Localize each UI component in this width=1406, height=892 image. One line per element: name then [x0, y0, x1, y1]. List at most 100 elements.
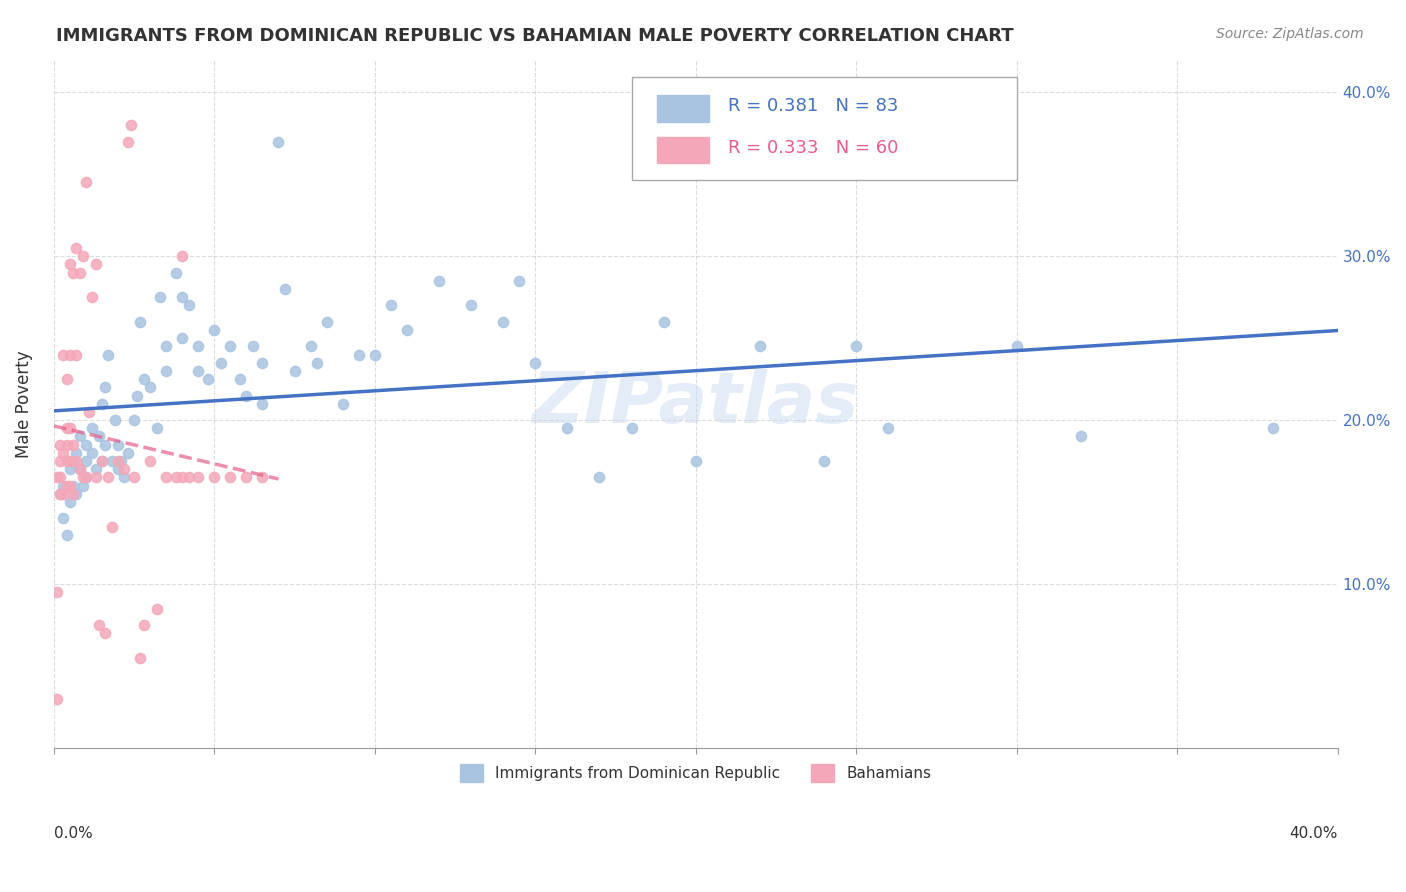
- Point: [59, 454, 82, 468]
- Point: [117, 135, 139, 149]
- Point: [165, 470, 187, 484]
- Point: [122, 413, 145, 427]
- Point: [49, 487, 72, 501]
- Point: [107, 438, 129, 452]
- Point: [97, 347, 120, 361]
- Point: [94, 380, 117, 394]
- Point: [62, 266, 84, 280]
- Point: [155, 364, 177, 378]
- Point: [75, 176, 97, 190]
- Point: [59, 478, 82, 492]
- Point: [52, 446, 75, 460]
- Point: [652, 315, 675, 329]
- Point: [107, 462, 129, 476]
- Point: [332, 397, 354, 411]
- Point: [129, 315, 152, 329]
- Point: [187, 339, 209, 353]
- Text: ZIPatlas: ZIPatlas: [531, 369, 859, 438]
- Point: [1263, 421, 1285, 435]
- Point: [155, 470, 177, 484]
- Point: [82, 446, 104, 460]
- Point: [299, 339, 322, 353]
- FancyBboxPatch shape: [657, 95, 709, 121]
- Point: [229, 372, 252, 386]
- Point: [524, 356, 547, 370]
- Point: [91, 454, 114, 468]
- Text: Source: ZipAtlas.com: Source: ZipAtlas.com: [1216, 27, 1364, 41]
- Point: [315, 315, 337, 329]
- Point: [62, 454, 84, 468]
- Point: [69, 462, 91, 476]
- Point: [59, 462, 82, 476]
- Point: [107, 454, 129, 468]
- Point: [172, 249, 194, 263]
- Point: [65, 454, 87, 468]
- Point: [52, 487, 75, 501]
- Point: [492, 315, 515, 329]
- Point: [49, 487, 72, 501]
- Point: [114, 470, 136, 484]
- Point: [139, 380, 162, 394]
- Point: [49, 454, 72, 468]
- Point: [172, 470, 194, 484]
- Point: [75, 470, 97, 484]
- Y-axis label: Male Poverty: Male Poverty: [15, 350, 32, 458]
- Point: [177, 470, 200, 484]
- Text: R = 0.381   N = 83: R = 0.381 N = 83: [728, 97, 898, 115]
- Point: [69, 462, 91, 476]
- Point: [685, 454, 707, 468]
- Point: [252, 470, 274, 484]
- Point: [197, 372, 219, 386]
- Point: [55, 421, 77, 435]
- Point: [84, 462, 107, 476]
- Point: [55, 478, 77, 492]
- Point: [46, 585, 69, 599]
- Point: [1070, 429, 1092, 443]
- Point: [172, 290, 194, 304]
- Point: [62, 487, 84, 501]
- Point: [59, 421, 82, 435]
- Point: [59, 347, 82, 361]
- Point: [252, 397, 274, 411]
- Point: [114, 462, 136, 476]
- FancyBboxPatch shape: [657, 136, 709, 163]
- Point: [65, 241, 87, 255]
- Point: [55, 372, 77, 386]
- Point: [84, 470, 107, 484]
- Point: [75, 438, 97, 452]
- Point: [274, 282, 297, 296]
- Point: [69, 429, 91, 443]
- Point: [620, 421, 643, 435]
- Point: [94, 626, 117, 640]
- Point: [364, 347, 387, 361]
- Point: [380, 298, 402, 312]
- Point: [132, 618, 155, 632]
- Point: [209, 356, 232, 370]
- Point: [813, 454, 835, 468]
- Point: [117, 446, 139, 460]
- Point: [46, 470, 69, 484]
- Text: IMMIGRANTS FROM DOMINICAN REPUBLIC VS BAHAMIAN MALE POVERTY CORRELATION CHART: IMMIGRANTS FROM DOMINICAN REPUBLIC VS BA…: [56, 27, 1014, 45]
- Point: [104, 413, 127, 427]
- Point: [145, 601, 167, 615]
- Point: [100, 454, 122, 468]
- Point: [62, 478, 84, 492]
- Point: [305, 356, 328, 370]
- Point: [242, 339, 264, 353]
- Point: [120, 118, 142, 132]
- Point: [139, 454, 162, 468]
- Point: [91, 397, 114, 411]
- Point: [267, 135, 290, 149]
- Point: [202, 470, 225, 484]
- Point: [72, 470, 94, 484]
- Point: [187, 364, 209, 378]
- Point: [235, 388, 257, 402]
- Point: [65, 347, 87, 361]
- Point: [75, 454, 97, 468]
- Point: [72, 249, 94, 263]
- Point: [55, 528, 77, 542]
- Point: [52, 478, 75, 492]
- Point: [748, 339, 770, 353]
- FancyBboxPatch shape: [631, 77, 1017, 180]
- Point: [94, 438, 117, 452]
